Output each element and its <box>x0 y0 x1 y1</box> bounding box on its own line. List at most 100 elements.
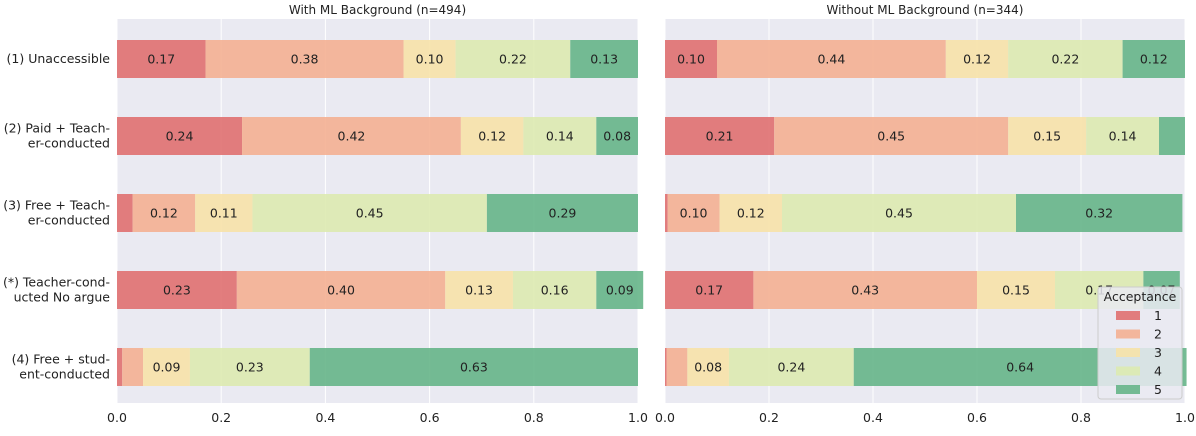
legend-label: 5 <box>1154 382 1162 397</box>
legend-label: 2 <box>1154 327 1162 342</box>
data-label: 0.13 <box>590 52 618 67</box>
y-tick-label: (4) Free + stud-ent-conducted <box>12 352 110 382</box>
bar-segment <box>667 194 720 232</box>
bar-segment <box>132 194 196 232</box>
x-tick-label: 0.8 <box>1071 410 1091 425</box>
bar-segment <box>665 117 775 155</box>
bar-segment <box>1159 117 1185 155</box>
bar-segment <box>486 194 638 232</box>
bar-segment <box>252 194 487 232</box>
bar-segment <box>512 271 597 309</box>
data-label: 0.12 <box>1140 52 1168 67</box>
data-label: 0.44 <box>817 52 845 67</box>
data-label: 0.32 <box>1085 206 1113 221</box>
data-label: 0.23 <box>236 360 264 375</box>
x-tick-label: 0.4 <box>863 410 883 425</box>
x-tick-label: 1.0 <box>628 410 648 425</box>
bar-segment <box>117 40 206 78</box>
bar-segment <box>666 348 688 386</box>
y-tick-label-line: (3) Free + Teach- <box>3 198 110 213</box>
y-tick-label-line: ent-conducted <box>19 367 110 382</box>
data-label: 0.08 <box>694 360 722 375</box>
bar-segment <box>596 271 644 309</box>
bar-segment <box>205 40 404 78</box>
bar-segment <box>665 40 717 78</box>
y-tick-label-line: ucted No argue <box>14 290 111 305</box>
data-label: 0.12 <box>150 206 178 221</box>
data-label: 0.12 <box>963 52 991 67</box>
bar-segment <box>117 348 123 386</box>
legend-title: Acceptance <box>1104 289 1177 304</box>
y-tick-label-line: er-conducted <box>28 136 110 151</box>
legend-swatch <box>1116 329 1140 339</box>
bar-segment <box>242 117 461 155</box>
y-tick-label-line: (1) Unaccessible <box>7 51 111 66</box>
data-label: 0.22 <box>1051 52 1079 67</box>
data-label: 0.10 <box>680 206 708 221</box>
y-tick-label-line: (2) Paid + Teach- <box>4 121 110 136</box>
x-tick-label: 0.0 <box>655 410 675 425</box>
data-label: 0.22 <box>499 52 527 67</box>
data-label: 0.09 <box>153 360 181 375</box>
bar-segment <box>1122 40 1185 78</box>
data-label: 0.24 <box>777 360 805 375</box>
bar-segment <box>143 348 190 386</box>
bar-segment <box>753 271 977 309</box>
panel-title: Without ML Background (n=344) <box>827 3 1024 17</box>
panel-title: With ML Background (n=494) <box>289 3 466 17</box>
x-tick-label: 0.6 <box>420 410 440 425</box>
data-label: 0.14 <box>1109 129 1137 144</box>
data-label: 0.08 <box>603 129 631 144</box>
bar-segment <box>1008 117 1087 155</box>
bar-segment <box>782 194 1016 232</box>
bar-segment <box>1008 40 1123 78</box>
bar-segment <box>1016 194 1183 232</box>
bar-segment <box>977 271 1055 309</box>
bar-segment <box>309 348 638 386</box>
data-label: 0.40 <box>327 283 355 298</box>
bar-segment <box>117 117 243 155</box>
x-tick-label: 0.0 <box>107 410 127 425</box>
bar-segment <box>719 194 782 232</box>
legend-swatch <box>1116 348 1140 357</box>
data-label: 0.17 <box>147 52 175 67</box>
data-label: 0.29 <box>549 206 577 221</box>
y-tick-label-line: (*) Teacher-cond- <box>3 275 110 290</box>
x-tick-label: 0.4 <box>315 410 335 425</box>
data-label: 0.38 <box>291 52 319 67</box>
data-label: 0.45 <box>885 206 913 221</box>
bar-segment <box>189 348 310 386</box>
data-label: 0.12 <box>478 129 506 144</box>
bar-segment <box>1086 117 1159 155</box>
bar-segment <box>728 348 854 386</box>
legend-label: 1 <box>1154 308 1162 323</box>
data-label: 0.63 <box>460 360 488 375</box>
data-label: 0.45 <box>877 129 905 144</box>
y-tick-label: (3) Free + Teach-er-conducted <box>3 198 110 228</box>
data-label: 0.43 <box>851 283 879 298</box>
data-label: 0.24 <box>166 129 194 144</box>
bar-segment <box>117 271 237 309</box>
data-label: 0.15 <box>1002 283 1030 298</box>
data-label: 0.45 <box>356 206 384 221</box>
y-tick-label-line: (4) Free + stud- <box>12 352 110 367</box>
data-label: 0.23 <box>163 283 191 298</box>
x-tick-label: 0.2 <box>759 410 779 425</box>
bar-segment <box>570 40 638 78</box>
bar-segment <box>945 40 1009 78</box>
data-label: 0.14 <box>546 129 574 144</box>
legend-swatch <box>1116 311 1140 320</box>
bar-segment <box>445 271 513 309</box>
data-label: 0.10 <box>677 52 705 67</box>
y-tick-label: (2) Paid + Teach-er-conducted <box>4 121 110 151</box>
y-tick-label: (1) Unaccessible <box>7 51 111 66</box>
bar-segment <box>236 271 446 309</box>
x-tick-label: 0.2 <box>211 410 231 425</box>
x-tick-label: 0.6 <box>967 410 987 425</box>
data-label: 0.09 <box>606 283 634 298</box>
data-label: 0.12 <box>737 206 765 221</box>
data-label: 0.21 <box>706 129 734 144</box>
bar-segment <box>523 117 597 155</box>
y-tick-label: (*) Teacher-cond-ucted No argue <box>3 275 110 305</box>
